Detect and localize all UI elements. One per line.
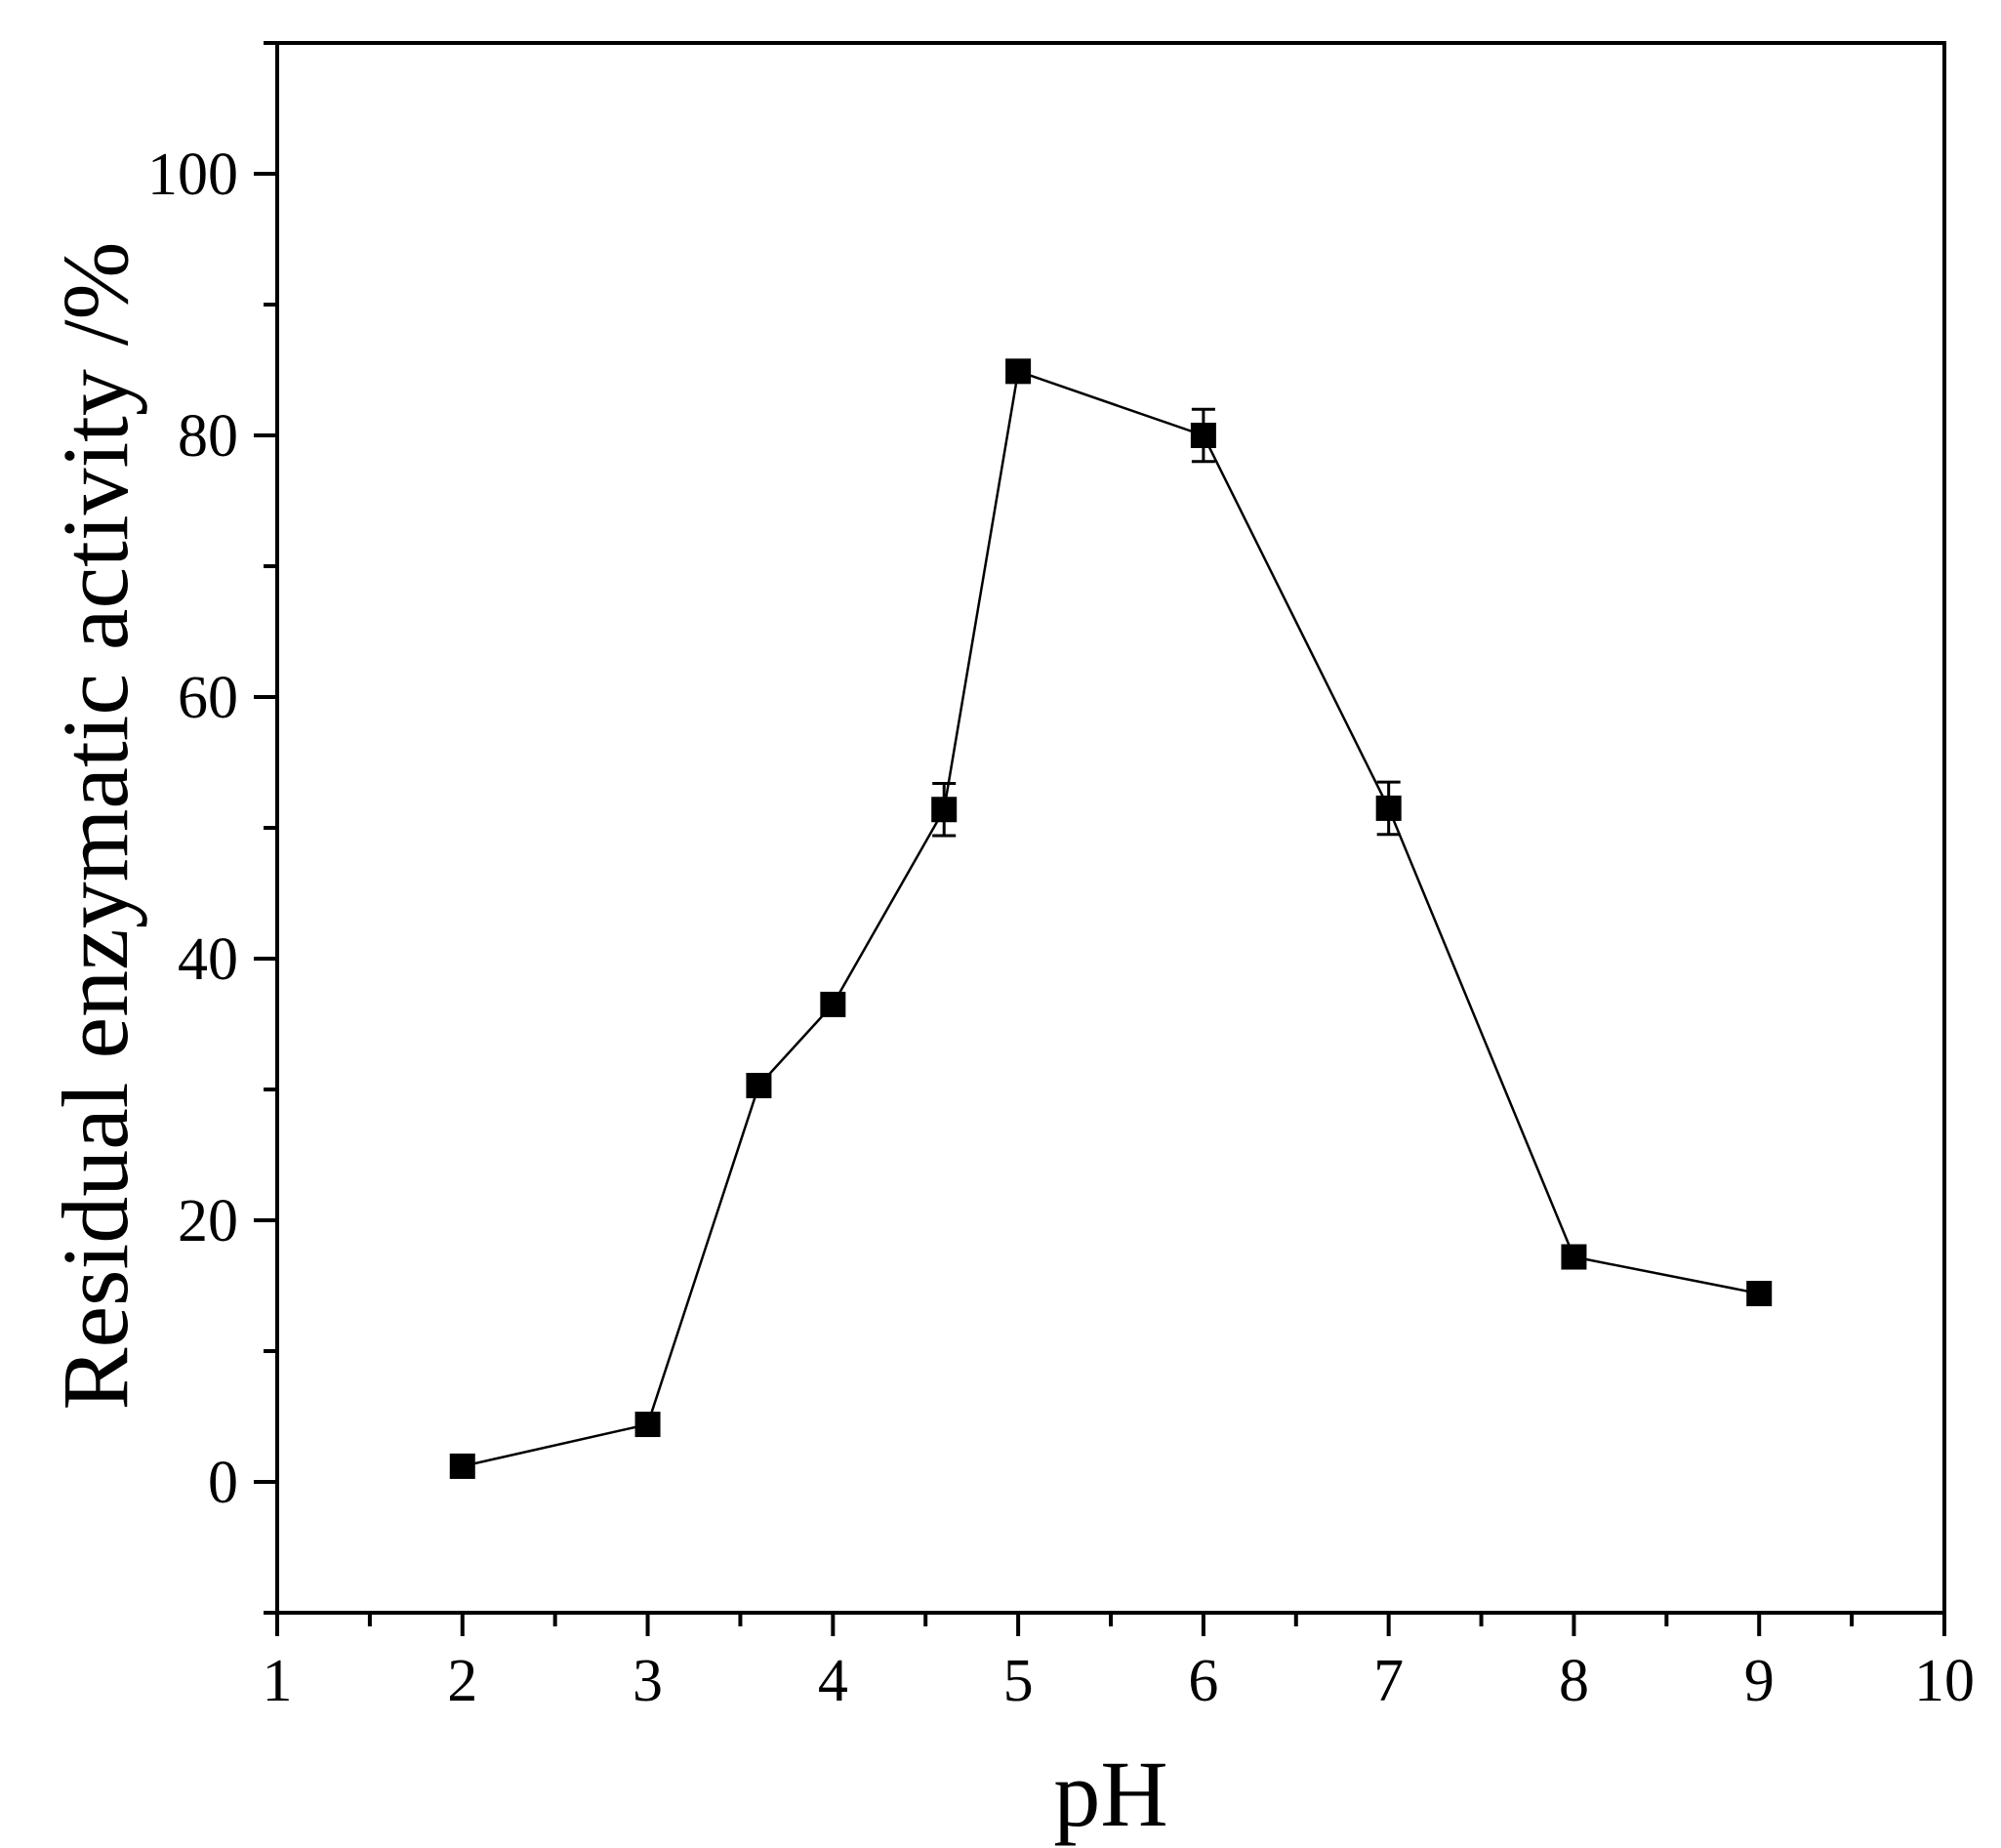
x-tick-label: 8: [1559, 1648, 1589, 1714]
series-line: [462, 369, 1760, 1468]
data-point: [746, 1072, 772, 1098]
x-tick-label: 7: [1373, 1648, 1404, 1714]
y-tick-label: 60: [178, 665, 238, 731]
y-tick-label: 100: [147, 142, 238, 208]
data-point: [931, 797, 958, 823]
data-point: [1375, 795, 1402, 821]
x-tick-label: 2: [447, 1648, 477, 1714]
data-point: [634, 1412, 661, 1438]
data-point: [1005, 358, 1032, 385]
x-tick-label: 5: [1003, 1648, 1034, 1714]
data-point: [1190, 423, 1216, 448]
x-axis-title: pH: [1053, 1742, 1167, 1846]
x-tick-label: 4: [818, 1648, 848, 1714]
x-tick-label: 1: [263, 1648, 293, 1714]
x-tick-label: 6: [1188, 1648, 1218, 1714]
x-tick-label: 10: [1914, 1648, 1975, 1714]
series-layer: [449, 358, 1773, 1479]
plot-frame: [275, 41, 1946, 1615]
x-axis: 1 2 3 4 5 6 7 8 9 10: [263, 1613, 1975, 1714]
data-point: [449, 1453, 475, 1479]
y-tick-label: 40: [178, 926, 238, 993]
data-point: [1561, 1244, 1587, 1270]
x-tick-label: 3: [633, 1648, 663, 1714]
y-tick-label: 80: [178, 403, 238, 470]
y-tick-label: 20: [178, 1188, 238, 1254]
data-point: [1746, 1281, 1773, 1307]
y-axis-title: Residual enzymatic activity /%: [43, 242, 147, 1411]
y-tick-label: 0: [208, 1450, 238, 1516]
data-point: [820, 991, 846, 1017]
x-tick-label: 9: [1744, 1648, 1775, 1714]
y-axis: 0 20 40 60 80 100: [147, 41, 277, 1615]
